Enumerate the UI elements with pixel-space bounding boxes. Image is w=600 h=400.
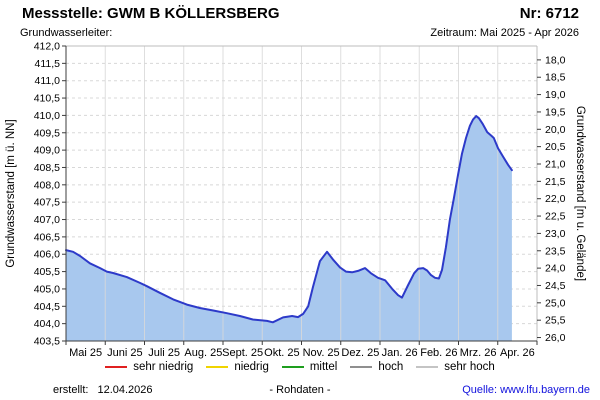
y-left-tick-label: 410,5 <box>34 93 60 105</box>
y-right-tick-label: 21,5 <box>545 176 566 188</box>
x-tick-label: Juli 25 <box>148 347 180 359</box>
x-tick-label: Mrz. 26 <box>460 347 497 359</box>
y-right-tick-label: 18,5 <box>545 72 566 84</box>
y-right-tick-label: 22,0 <box>545 193 566 205</box>
series-area-fill <box>66 116 512 341</box>
legend-swatch <box>206 366 229 368</box>
legend-label: niedrig <box>234 361 269 373</box>
created-date: 12.04.2026 <box>97 384 153 396</box>
legend-swatch <box>416 366 439 368</box>
y-left-tick-label: 411,5 <box>35 58 61 70</box>
legend-item-sehr-hoch: sehr hoch <box>416 361 495 373</box>
x-axis: Mai 25 Juni 25 Juli 25 Aug. 25 Sept. 25 Okt. … <box>65 341 538 359</box>
y-left-tick-label: 404,0 <box>34 318 60 330</box>
created-label: erstellt: <box>53 384 89 396</box>
y-right-tick-label: 24,0 <box>545 263 566 275</box>
y-right-tick-label: 19,5 <box>545 106 566 118</box>
y-axis-right: 18,0 18,5 19,0 19,5 20,0 20,5 21,0 21,5 22,0 22,5… <box>537 54 566 344</box>
legend-item-sehr-niedrig: sehr niedrig <box>105 361 193 373</box>
x-tick-label: Juni 25 <box>107 347 142 359</box>
legend-swatch <box>350 366 373 368</box>
legend-swatch <box>105 366 128 368</box>
x-tick-label: Sept. 25 <box>222 347 263 359</box>
y-right-tick-label: 24,5 <box>545 280 566 292</box>
y-right-tick-label: 23,5 <box>545 245 566 257</box>
y-left-tick-label: 408,5 <box>34 162 60 174</box>
x-tick-label: Okt. 25 <box>264 347 299 359</box>
x-tick-label: Dez. 25 <box>341 347 379 359</box>
legend-item-niedrig: niedrig <box>206 361 269 373</box>
y-right-tick-label: 22,5 <box>545 211 566 223</box>
y-left-tick-label: 409,0 <box>34 145 60 157</box>
y-left-tick-label: 410,0 <box>34 110 60 122</box>
y-right-tick-label: 21,0 <box>545 159 566 171</box>
y-right-tick-label: 20,0 <box>545 124 566 136</box>
y-left-tick-label: 405,0 <box>34 283 60 295</box>
y-left-tick-label: 406,5 <box>34 231 60 243</box>
y-left-tick-label: 406,0 <box>34 249 60 261</box>
created-timestamp: erstellt: 12.04.2026 <box>53 384 153 396</box>
legend-label: hoch <box>378 361 404 373</box>
y-left-tick-label: 409,5 <box>34 127 60 139</box>
y-left-tick-label: 405,5 <box>34 266 60 278</box>
x-tick-label: Apr. 26 <box>500 347 535 359</box>
y-left-axis-title: Grundwasserstand [m ü. NN] <box>5 119 17 267</box>
page-title: Messstelle: GWM B KÖLLERSBERG <box>22 5 280 22</box>
y-left-tick-label: 412,0 <box>34 41 60 53</box>
y-left-tick-label: 411,0 <box>35 75 61 87</box>
y-right-tick-label: 25,0 <box>545 297 566 309</box>
y-right-tick-label: 18,0 <box>545 54 566 66</box>
y-left-tick-label: 403,5 <box>34 336 60 348</box>
y-right-tick-label: 20,5 <box>545 141 566 153</box>
legend-item-hoch: hoch <box>350 361 403 373</box>
y-right-tick-label: 25,5 <box>545 315 566 327</box>
y-right-tick-label: 26,0 <box>545 332 566 344</box>
aquifer-label: Grundwasserleiter: <box>20 27 113 39</box>
legend-label: sehr hoch <box>444 361 495 373</box>
x-tick-label: Mai 25 <box>69 347 102 359</box>
x-tick-label: Aug. 25 <box>184 347 222 359</box>
y-left-tick-label: 404,5 <box>34 301 60 313</box>
period-label: Zeitraum: Mai 2025 - Apr 2026 <box>430 27 579 39</box>
y-axis-left: 412,0 411,5 411,0 410,5 410,0 409,5 409,0 408,5… <box>34 41 66 348</box>
station-number: Nr: 6712 <box>519 5 579 22</box>
legend-item-mittel: mittel <box>281 361 338 373</box>
legend-label: sehr niedrig <box>133 361 194 373</box>
y-right-tick-label: 23,0 <box>545 228 566 240</box>
source-link[interactable]: Quelle: www.lfu.bayern.de <box>462 384 590 396</box>
y-left-tick-label: 408,0 <box>34 179 60 191</box>
x-tick-label: Jan. 26 <box>382 347 418 359</box>
y-left-tick-label: 407,5 <box>34 197 60 209</box>
x-tick-label: Feb. 26 <box>420 347 457 359</box>
y-right-tick-label: 19,0 <box>545 89 566 101</box>
y-right-axis-title: Grundwasserstand [m u. Gelände] <box>574 106 586 281</box>
legend-label: mittel <box>309 361 338 373</box>
series-line-groundwater <box>65 115 513 324</box>
legend-swatch <box>281 366 304 368</box>
x-tick-label: Nov. 25 <box>303 347 340 359</box>
y-left-tick-label: 407,0 <box>34 214 60 226</box>
legend: sehr niedrig niedrig mittel hoch sehr hoch <box>0 361 600 373</box>
grid-vertical-months <box>104 46 499 341</box>
